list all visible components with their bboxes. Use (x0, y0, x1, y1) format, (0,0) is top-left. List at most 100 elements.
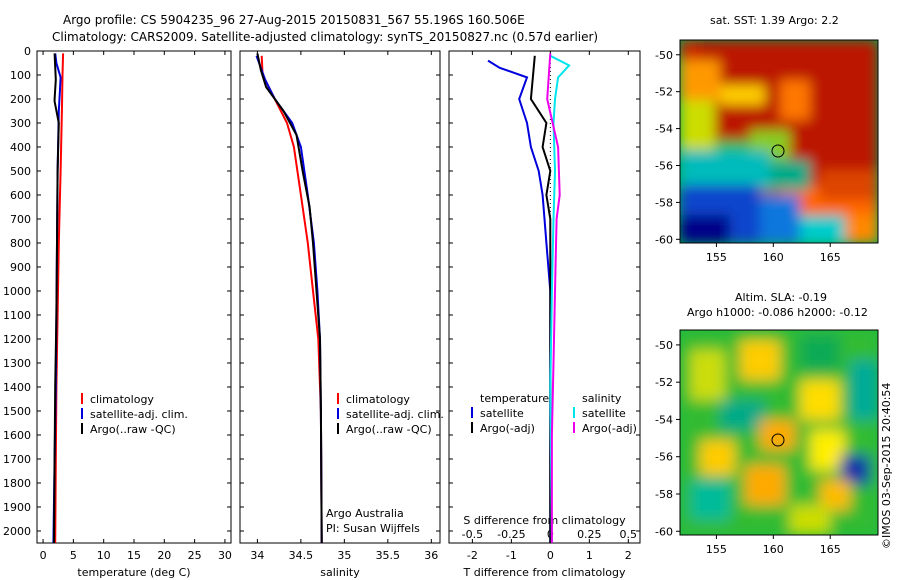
x-tick-label: 0 (40, 549, 47, 562)
y-tick-label: 2000 (3, 525, 31, 538)
x2-tick-label: -0.5 (462, 528, 483, 541)
y-tick-label: 400 (10, 141, 31, 154)
x-tick-label: 2 (625, 549, 632, 562)
temperature-panel: 0100200300400500600700800900100011001200… (3, 45, 232, 579)
y-tick-label: 100 (10, 69, 31, 82)
legend-label: Argo(..raw -QC) (346, 423, 432, 436)
map-y-tick-label: -60 (655, 525, 673, 538)
x-tick-label: 1 (586, 549, 593, 562)
x-tick-label: -2 (467, 549, 478, 562)
sst-map: sat. SST: 1.39 Argo: 2.2 (655, 14, 879, 264)
sla-map-axes: -50 -52 -54 -56 -58 -60 155 160 165 (655, 339, 841, 556)
difference-panel: -2 -1 0 1 2 T difference from climatology -0.5… (448, 50, 641, 579)
x2-tick-label: 0.25 (577, 528, 602, 541)
legend-label: Argo(-adj) (582, 422, 637, 435)
sst-heatmap (680, 40, 878, 243)
legend-label: satellite (480, 407, 524, 420)
argo-location-marker (771, 144, 785, 158)
legend-label: Argo(..raw -QC) (90, 423, 176, 436)
y-tick-label: 1700 (3, 453, 31, 466)
map-x-tick-label: 160 (763, 543, 784, 556)
map-y-tick-label: -54 (655, 123, 673, 136)
series-line (256, 53, 323, 544)
legend-title-temperature: temperature (480, 392, 549, 405)
y-tick-label: 300 (10, 117, 31, 130)
y-tick-label: 0 (24, 45, 31, 58)
y-tick-label: 1100 (3, 309, 31, 322)
y-tick-label: 1200 (3, 333, 31, 346)
map-x-tick-label: 160 (763, 251, 784, 264)
annotation-text: PI: Susan Wijffels (326, 522, 420, 535)
map-y-tick-label: -52 (655, 86, 673, 99)
header-line-1: Argo profile: CS 5904235_96 27-Aug-2015 … (63, 13, 525, 27)
plot-frame (448, 50, 641, 544)
y-tick-label: 1900 (3, 501, 31, 514)
plot-frame (239, 50, 441, 544)
x-tick-label: 0 (547, 549, 554, 562)
plot-frame (36, 50, 232, 544)
y-tick-label: 1400 (3, 381, 31, 394)
series-line (260, 55, 323, 544)
map-x-tick-label: 165 (820, 543, 841, 556)
sst-map-title: sat. SST: 1.39 Argo: 2.2 (710, 14, 839, 27)
x-axis-label: temperature (deg C) (77, 566, 190, 579)
x-tick-label: 35 (337, 549, 351, 562)
sst-map-axes: -50 -52 -54 -56 -58 -60 155 160 165 (655, 49, 841, 264)
map-x-tick-label: 155 (706, 543, 727, 556)
x-tick-label: 34 (250, 549, 264, 562)
x-tick-label: 35.5 (376, 549, 401, 562)
x-tick-label: 20 (157, 549, 171, 562)
legend-label: climatology (346, 393, 410, 406)
header-line-2: Climatology: CARS2009. Satellite-adjuste… (52, 30, 598, 44)
annotation-text: Argo Australia (326, 507, 404, 520)
series-line (487, 59, 552, 543)
map-y-tick-label: -56 (655, 451, 673, 464)
x-tick-label: -1 (506, 549, 517, 562)
x-tick-label: 36 (424, 549, 438, 562)
sla-map-subtitle: Argo h1000: -0.086 h2000: -0.12 (687, 306, 868, 319)
sla-map-title: Altim. SLA: -0.19 (735, 291, 827, 304)
y-tick-label: 1500 (3, 405, 31, 418)
x-tick-label: 34.5 (289, 549, 314, 562)
map-y-tick-label: -58 (655, 488, 673, 501)
y-tick-label: 700 (10, 213, 31, 226)
y-tick-label: 900 (10, 261, 31, 274)
x-tick-label: 5 (70, 549, 77, 562)
map-y-tick-label: -52 (655, 376, 673, 389)
series-line (546, 53, 561, 543)
x-tick-label: 30 (218, 549, 232, 562)
salinity-panel: 34 34.5 35 35.5 36 salinity climatology satelli… (239, 50, 444, 579)
sla-map: Altim. SLA: -0.19 Argo h1000: -0.086 h20… (655, 291, 879, 556)
series-line (53, 53, 60, 544)
legend-title-salinity: salinity (582, 392, 622, 405)
legend-label: Argo(-adj) (480, 422, 535, 435)
y-tick-label: 1600 (3, 429, 31, 442)
x-axis-label: T difference from climatology (463, 566, 626, 579)
x-tick-label: 10 (97, 549, 111, 562)
map-y-tick-label: -60 (655, 233, 673, 246)
argo-location-marker-sla (771, 433, 785, 447)
y-tick-label: 200 (10, 93, 31, 106)
map-y-tick-label: -50 (655, 49, 673, 62)
map-y-tick-label: -54 (655, 413, 673, 426)
legend-label: satellite (582, 407, 626, 420)
legend-label: climatology (90, 393, 154, 406)
map-x-tick-label: 165 (820, 251, 841, 264)
legend-label: satellite-adj. clim. (90, 408, 188, 421)
map-y-tick-label: -50 (655, 339, 673, 352)
legend-label: satellite-adj. clim. (346, 408, 444, 421)
x2-tick-label: 0.5 (620, 528, 638, 541)
y-tick-label: 1300 (3, 357, 31, 370)
x2-axis-label: S difference from climatology (463, 514, 626, 527)
map-y-tick-label: -56 (655, 159, 673, 172)
x-axis-label: salinity (320, 566, 360, 579)
x-tick-label: 15 (127, 549, 141, 562)
credit-text: ©IMOS 03-Sep-2015 20:40:54 (880, 383, 893, 549)
y-tick-label: 1000 (3, 285, 31, 298)
series-line (549, 54, 571, 544)
series-line (529, 55, 552, 543)
x2-tick-label: -0.25 (497, 528, 525, 541)
map-y-tick-label: -58 (655, 196, 673, 209)
y-tick-label: 500 (10, 165, 31, 178)
